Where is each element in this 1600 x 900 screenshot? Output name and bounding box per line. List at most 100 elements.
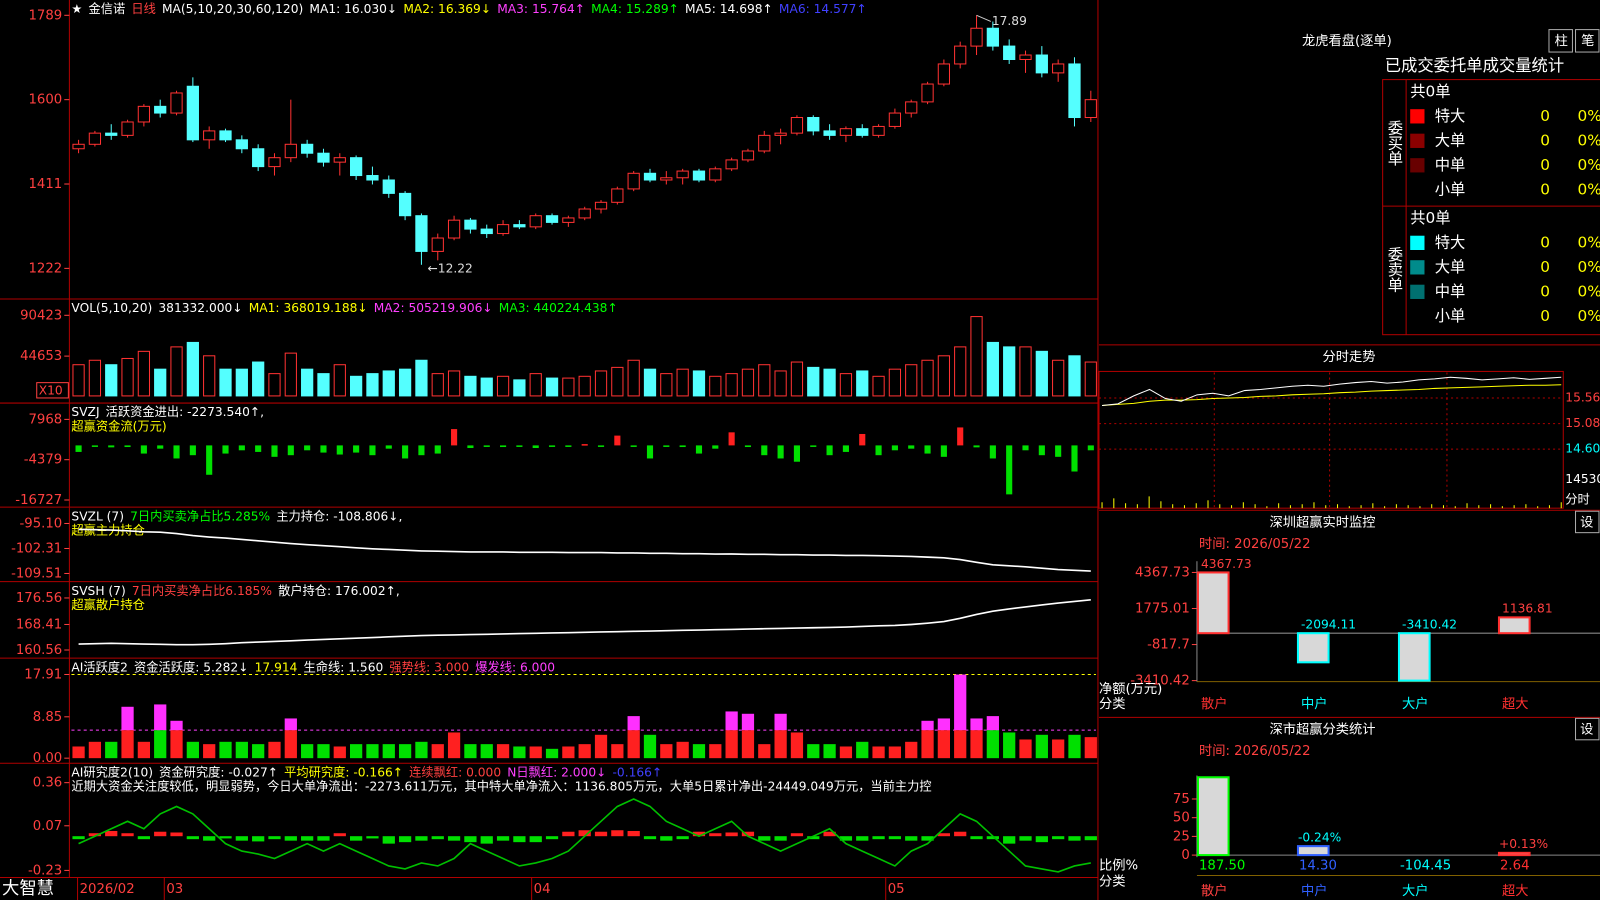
activity-bar bbox=[415, 741, 428, 759]
flow-bar bbox=[287, 445, 294, 456]
volume-tick-label: 14530 bbox=[1565, 472, 1600, 486]
candle-body bbox=[807, 117, 820, 132]
header-item: MA5: 14.698↑ bbox=[685, 2, 773, 16]
activity-bar bbox=[1068, 734, 1081, 759]
activity-burst bbox=[970, 718, 983, 731]
activity-bar bbox=[807, 744, 820, 759]
header-item: 资金活跃度: 5.282↓ bbox=[134, 659, 248, 674]
candle-body bbox=[431, 237, 444, 252]
activity-bar bbox=[627, 730, 640, 759]
activity-bar bbox=[235, 741, 248, 759]
activity-bar bbox=[562, 746, 575, 759]
flow-bar bbox=[75, 445, 82, 452]
volume-bar bbox=[496, 375, 510, 397]
research-bar bbox=[643, 836, 657, 840]
header-item: MA2: 16.369↓ bbox=[403, 2, 491, 16]
toggle-button[interactable] bbox=[1548, 29, 1573, 53]
header-item: 资金研究度: -0.027↑ bbox=[159, 764, 278, 779]
research-bar bbox=[872, 836, 885, 840]
net-bar bbox=[1196, 571, 1230, 635]
volume-bar bbox=[154, 368, 167, 397]
y-tick-label: -817.7 bbox=[1147, 638, 1190, 653]
candle-body bbox=[382, 179, 395, 194]
volume-bar bbox=[643, 368, 657, 397]
category-label: 超大 bbox=[1502, 883, 1529, 899]
candle-body bbox=[88, 132, 102, 145]
panel-title: 深市超赢分类统计 bbox=[1269, 721, 1375, 738]
research-bar bbox=[513, 836, 526, 843]
activity-bar bbox=[333, 746, 346, 759]
activity-bar bbox=[1052, 739, 1065, 759]
candle-body bbox=[415, 215, 428, 252]
research-bar bbox=[480, 836, 493, 844]
flow-bar bbox=[483, 445, 490, 447]
research-bar bbox=[1084, 836, 1097, 841]
flow-bar bbox=[189, 445, 196, 456]
activity-bar bbox=[431, 744, 444, 759]
candle-body bbox=[333, 157, 346, 163]
activity-burst bbox=[774, 713, 787, 731]
settings-button[interactable] bbox=[1575, 717, 1600, 741]
research-bar bbox=[774, 836, 787, 841]
activity-bar bbox=[317, 744, 330, 759]
volume-bar bbox=[366, 373, 379, 397]
research-bar bbox=[496, 836, 510, 841]
header-item: 日线 bbox=[131, 2, 155, 16]
header-item: VOL(5,10,20) bbox=[71, 301, 152, 315]
flow-bar bbox=[124, 445, 131, 448]
volume-bar bbox=[1003, 346, 1016, 397]
category-label: 散户 bbox=[1201, 695, 1228, 712]
research-bar bbox=[415, 836, 428, 841]
candle-body bbox=[790, 117, 804, 134]
flow-bar bbox=[565, 445, 572, 447]
flow-bar bbox=[548, 445, 556, 447]
flow-bar bbox=[924, 445, 931, 454]
volume-bar bbox=[807, 366, 820, 397]
row-ratio: 0% bbox=[1578, 258, 1600, 276]
row-volume: 0 bbox=[1540, 156, 1550, 174]
candle-body bbox=[252, 148, 265, 168]
activity-burst bbox=[284, 718, 297, 731]
header-item: MA4: 15.289↑ bbox=[591, 2, 679, 16]
header-item: 381332.000↓ bbox=[158, 301, 242, 315]
volume-bar bbox=[725, 373, 738, 397]
axis-title: 分类 bbox=[1099, 696, 1126, 712]
row-ratio: 0% bbox=[1578, 233, 1600, 251]
volume-bar bbox=[252, 361, 265, 397]
volume-bar bbox=[594, 370, 608, 397]
candle-body bbox=[170, 92, 183, 114]
panel-header: SVSH (7) 7日内买卖净占比6.185% 散户持仓: 176.002↑, bbox=[71, 582, 399, 597]
activity-burst bbox=[627, 716, 640, 731]
row-ratio: 0% bbox=[1578, 156, 1600, 174]
time-label: 时间: 2026/05/22 bbox=[1199, 536, 1311, 552]
panel-header: AI活跃度2 资金活跃度: 5.282↓ 17.914 生命线: 1.560 强势线: … bbox=[71, 659, 555, 674]
activity-burst bbox=[121, 706, 134, 731]
flow-bar bbox=[859, 433, 866, 446]
row-volume: 0 bbox=[1540, 131, 1550, 149]
y-tick-label: 1789 bbox=[29, 8, 63, 23]
toggle-button[interactable] bbox=[1575, 29, 1600, 53]
volume-bar bbox=[268, 373, 281, 397]
date-label: 03 bbox=[166, 882, 183, 897]
candle-body bbox=[921, 83, 934, 103]
row-volume: 0 bbox=[1540, 107, 1550, 125]
flow-bar bbox=[712, 445, 719, 449]
research-bar bbox=[1052, 836, 1065, 840]
candle-body bbox=[72, 143, 85, 150]
research-bar bbox=[447, 836, 461, 841]
flow-bar bbox=[1038, 445, 1045, 456]
settings-button[interactable] bbox=[1575, 510, 1600, 534]
section-label: 委买单 bbox=[1385, 120, 1403, 166]
y-tick-label: -4379 bbox=[24, 453, 63, 468]
y-tick-label: -0.23 bbox=[28, 863, 62, 878]
flow-bar bbox=[385, 445, 392, 449]
activity-bar bbox=[774, 730, 787, 759]
flow-bar bbox=[418, 445, 425, 456]
activity-burst bbox=[954, 674, 967, 731]
y-tick-label: 90423 bbox=[20, 308, 62, 323]
volume-bar bbox=[954, 346, 967, 397]
activity-bar bbox=[643, 734, 657, 759]
activity-bar bbox=[741, 730, 755, 759]
header-item: N日飘红: 2.000↓ bbox=[507, 764, 606, 779]
